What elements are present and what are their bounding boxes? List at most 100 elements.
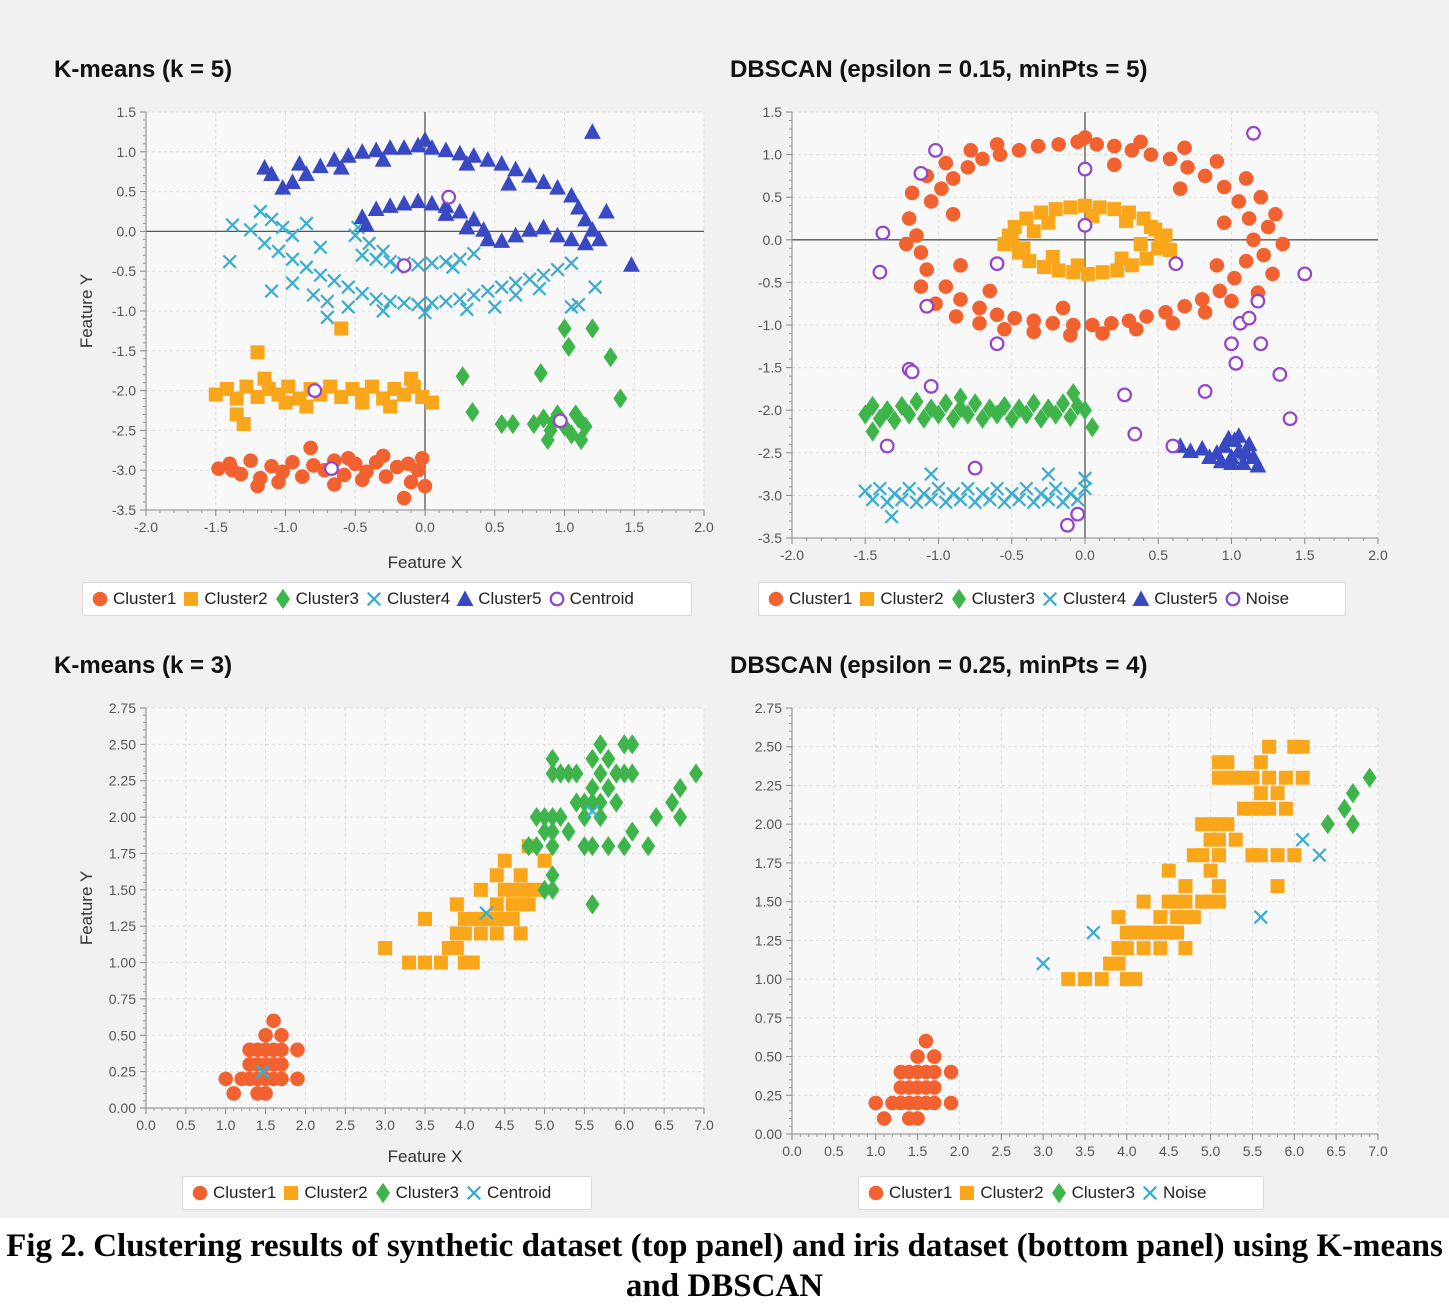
- point-cluster1: [1165, 316, 1181, 331]
- point-cluster3: [545, 865, 560, 886]
- point-cluster2: [1178, 879, 1193, 894]
- point-cluster1: [972, 316, 987, 331]
- point-cluster2: [1195, 848, 1210, 863]
- legend-marker-icon: [1142, 1185, 1158, 1201]
- legend-item: Cluster3: [1050, 1182, 1135, 1204]
- legend-item: Cluster1: [767, 589, 852, 609]
- point-cluster3: [938, 393, 953, 414]
- x-tick-label: 3.0: [1033, 1143, 1053, 1159]
- series-cluster3: [1320, 767, 1377, 835]
- point-cluster1: [1051, 137, 1066, 152]
- point-cluster2: [1070, 258, 1085, 273]
- point-cluster4: [924, 467, 939, 482]
- point-cluster2: [402, 955, 417, 970]
- y-tick-label: -0.5: [758, 274, 782, 290]
- point-cluster1: [1026, 313, 1042, 329]
- point-cluster2: [250, 389, 265, 404]
- point-cluster1: [1212, 283, 1228, 299]
- x-tick-label: 5.5: [575, 1117, 595, 1133]
- point-cluster4: [396, 295, 412, 311]
- point-centroid: [585, 804, 600, 819]
- legend-marker-icon: [275, 588, 290, 610]
- point-cluster3: [665, 792, 680, 813]
- point-cluster1: [378, 469, 394, 484]
- y-tick-label: 0.5: [763, 189, 783, 205]
- point-cluster1: [945, 171, 961, 186]
- point-cluster1: [1275, 236, 1291, 252]
- point-cluster3: [585, 318, 600, 339]
- series-cluster3: [455, 318, 628, 451]
- y-tick-label: 1.00: [109, 955, 136, 971]
- legend-item: Cluster2: [282, 1183, 368, 1203]
- point-cluster3: [902, 404, 917, 425]
- legend-label: Cluster3: [395, 1183, 459, 1202]
- point-cluster2: [1143, 220, 1158, 235]
- point-centroid: [441, 189, 457, 205]
- series-noise: [1036, 832, 1327, 971]
- point-cluster1: [290, 1042, 305, 1058]
- point-cluster5: [409, 192, 427, 209]
- y-tick-label: -3.0: [112, 462, 136, 478]
- point-cluster2: [323, 379, 338, 394]
- point-cluster1: [1077, 130, 1093, 145]
- legend-item: Cluster5: [456, 589, 542, 609]
- point-noise: [1077, 161, 1093, 177]
- point-cluster3: [1004, 408, 1019, 429]
- point-cluster2: [404, 371, 419, 386]
- point-cluster1: [242, 1042, 257, 1058]
- legend-label: Cluster4: [386, 589, 451, 608]
- x-tick-label: 5.5: [1243, 1143, 1263, 1159]
- panel-title: DBSCAN (epsilon = 0.15, minPts = 5): [730, 56, 1148, 83]
- point-cluster3: [455, 366, 470, 387]
- point-centroid: [396, 258, 412, 274]
- x-tick-label: 2.5: [992, 1143, 1012, 1159]
- point-cluster2: [1111, 956, 1126, 971]
- x-tick-label: 6.0: [615, 1117, 635, 1133]
- legend: Cluster1 Cluster2 Cluster3 Noise: [858, 1176, 1264, 1210]
- point-noise: [1127, 426, 1143, 442]
- point-cluster3: [1085, 417, 1100, 438]
- x-tick-label: 1.5: [1295, 547, 1315, 563]
- point-noise: [928, 142, 943, 158]
- point-cluster1: [417, 478, 433, 494]
- point-noise: [1117, 387, 1132, 403]
- point-cluster5: [597, 202, 615, 219]
- point-cluster1: [953, 292, 968, 307]
- point-cluster5: [367, 141, 385, 158]
- series-cluster3: [858, 383, 1100, 442]
- x-tick-label: 2.0: [296, 1117, 316, 1133]
- point-cluster5: [353, 143, 371, 159]
- point-cluster4: [1070, 492, 1085, 507]
- x-tick-label: 0.0: [1075, 547, 1095, 563]
- point-cluster5: [1249, 456, 1267, 473]
- point-cluster2: [378, 941, 393, 955]
- point-cluster2: [1170, 925, 1185, 940]
- y-tick-label: 2.25: [109, 773, 136, 789]
- point-cluster5: [423, 139, 441, 155]
- legend-item: Cluster5: [1132, 589, 1218, 609]
- axes: [786, 111, 1379, 544]
- point-cluster4: [313, 268, 328, 283]
- x-tick-label: 0.0: [136, 1117, 156, 1133]
- point-noise: [989, 256, 1005, 272]
- point-cluster5: [563, 230, 580, 247]
- point-cluster2: [1019, 211, 1034, 226]
- point-cluster4: [222, 254, 237, 269]
- y-tick-label: 2.25: [755, 777, 782, 793]
- point-cluster4: [355, 248, 370, 263]
- legend-label: Centroid: [486, 1183, 552, 1202]
- legend: Cluster1 Cluster2 Cluster3 Cluster4 Cluster5…: [82, 582, 692, 616]
- point-cluster1: [927, 1095, 942, 1111]
- point-cluster5: [1220, 429, 1237, 446]
- legend-item: Cluster3: [274, 588, 359, 610]
- point-cluster1: [904, 185, 920, 201]
- point-cluster3: [593, 763, 608, 784]
- point-cluster2: [239, 379, 254, 394]
- point-cluster2: [1270, 848, 1285, 863]
- point-cluster2: [537, 853, 552, 868]
- point-noise: [1228, 355, 1244, 371]
- point-cluster3: [1019, 404, 1034, 425]
- point-cluster3: [975, 408, 990, 429]
- point-cluster3: [1320, 814, 1335, 835]
- y-tick-label: 2.00: [109, 809, 136, 825]
